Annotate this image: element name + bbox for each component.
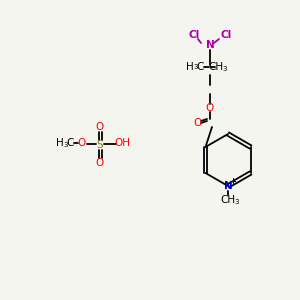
Text: CH: CH: [220, 195, 236, 205]
Text: OH: OH: [114, 138, 130, 148]
Text: Cl: Cl: [220, 30, 232, 40]
Text: CH: CH: [208, 62, 224, 72]
Text: C: C: [66, 138, 74, 148]
Text: 3: 3: [194, 64, 198, 70]
Text: Cl: Cl: [188, 30, 200, 40]
Text: N: N: [224, 181, 232, 191]
Text: S: S: [97, 140, 103, 150]
Text: O: O: [78, 138, 86, 148]
Text: O: O: [206, 103, 214, 113]
Text: H: H: [56, 138, 64, 148]
Text: O: O: [96, 158, 104, 168]
Text: O: O: [193, 118, 201, 128]
Text: 3: 3: [235, 199, 239, 205]
Text: C: C: [196, 62, 204, 72]
Text: 3: 3: [64, 142, 68, 148]
Text: H: H: [186, 62, 194, 72]
Text: N: N: [206, 40, 214, 50]
Text: O: O: [96, 122, 104, 132]
Text: +: +: [230, 178, 236, 187]
Text: 3: 3: [223, 66, 227, 72]
